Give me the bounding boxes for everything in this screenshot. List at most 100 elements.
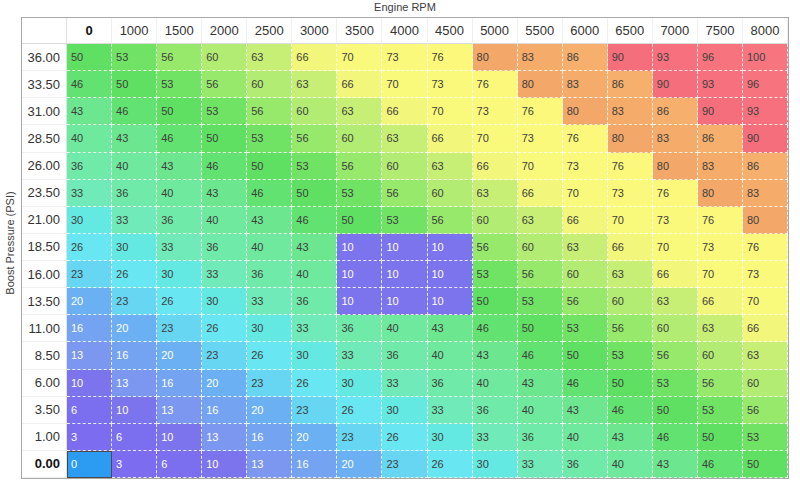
column-header-6000[interactable]: 6000 [563, 18, 608, 44]
cell-r14-c7[interactable]: 26 [382, 424, 427, 451]
cell-r6-c9[interactable]: 60 [473, 207, 518, 234]
cell-r8-c15[interactable]: 73 [743, 261, 788, 288]
cell-r3-c9[interactable]: 70 [473, 125, 518, 152]
cell-r7-c0[interactable]: 26 [67, 234, 112, 261]
cell-r5-c3[interactable]: 43 [202, 180, 247, 207]
column-header-2500[interactable]: 2500 [247, 18, 292, 44]
cell-r14-c4[interactable]: 16 [247, 424, 292, 451]
cell-r9-c10[interactable]: 53 [518, 288, 563, 315]
column-header-8000[interactable]: 8000 [743, 18, 788, 44]
cell-r5-c6[interactable]: 53 [337, 180, 382, 207]
cell-r12-c5[interactable]: 26 [292, 370, 337, 397]
cell-r11-c7[interactable]: 36 [382, 342, 427, 369]
cell-r10-c8[interactable]: 43 [428, 315, 473, 342]
cell-r10-c5[interactable]: 33 [292, 315, 337, 342]
column-header-1500[interactable]: 1500 [157, 18, 202, 44]
cell-r10-c6[interactable]: 36 [337, 315, 382, 342]
cell-r3-c13[interactable]: 83 [653, 125, 698, 152]
cell-r12-c15[interactable]: 60 [743, 370, 788, 397]
cell-r7-c1[interactable]: 30 [112, 234, 157, 261]
cell-r8-c0[interactable]: 23 [67, 261, 112, 288]
cell-r9-c2[interactable]: 26 [157, 288, 202, 315]
cell-r5-c2[interactable]: 40 [157, 180, 202, 207]
cell-r11-c5[interactable]: 30 [292, 342, 337, 369]
column-header-4500[interactable]: 4500 [428, 18, 473, 44]
cell-r13-c11[interactable]: 43 [563, 397, 608, 424]
cell-r14-c10[interactable]: 36 [518, 424, 563, 451]
cell-r12-c13[interactable]: 53 [653, 370, 698, 397]
cell-r3-c12[interactable]: 80 [608, 125, 653, 152]
cell-r9-c1[interactable]: 23 [112, 288, 157, 315]
cell-r1-c15[interactable]: 96 [743, 71, 788, 98]
cell-r5-c9[interactable]: 63 [473, 180, 518, 207]
cell-r9-c9[interactable]: 50 [473, 288, 518, 315]
cell-r2-c11[interactable]: 80 [563, 98, 608, 125]
cell-r12-c9[interactable]: 40 [473, 370, 518, 397]
cell-r8-c9[interactable]: 53 [473, 261, 518, 288]
cell-r15-c12[interactable]: 40 [608, 451, 653, 478]
cell-r0-c2[interactable]: 56 [157, 44, 202, 71]
cell-r0-c7[interactable]: 73 [382, 44, 427, 71]
cell-r2-c5[interactable]: 60 [292, 98, 337, 125]
cell-r13-c5[interactable]: 23 [292, 397, 337, 424]
cell-r14-c15[interactable]: 53 [743, 424, 788, 451]
cell-r2-c12[interactable]: 83 [608, 98, 653, 125]
cell-r15-c0[interactable]: 0 [67, 451, 112, 478]
cell-r3-c14[interactable]: 86 [698, 125, 743, 152]
cell-r12-c11[interactable]: 46 [563, 370, 608, 397]
cell-r9-c4[interactable]: 33 [247, 288, 292, 315]
cell-r10-c13[interactable]: 60 [653, 315, 698, 342]
cell-r0-c3[interactable]: 60 [202, 44, 247, 71]
cell-r15-c2[interactable]: 6 [157, 451, 202, 478]
cell-r2-c0[interactable]: 43 [67, 98, 112, 125]
cell-r6-c8[interactable]: 56 [428, 207, 473, 234]
cell-r3-c15[interactable]: 90 [743, 125, 788, 152]
cell-r5-c11[interactable]: 70 [563, 180, 608, 207]
cell-r3-c4[interactable]: 53 [247, 125, 292, 152]
cell-r13-c15[interactable]: 56 [743, 397, 788, 424]
cell-r7-c14[interactable]: 73 [698, 234, 743, 261]
row-header-36.00[interactable]: 36.00 [22, 44, 67, 71]
cell-r7-c4[interactable]: 40 [247, 234, 292, 261]
cell-r5-c7[interactable]: 56 [382, 180, 427, 207]
cell-r6-c5[interactable]: 46 [292, 207, 337, 234]
cell-r6-c10[interactable]: 63 [518, 207, 563, 234]
cell-r11-c4[interactable]: 26 [247, 342, 292, 369]
cell-r6-c13[interactable]: 73 [653, 207, 698, 234]
cell-r12-c1[interactable]: 13 [112, 370, 157, 397]
cell-r8-c14[interactable]: 70 [698, 261, 743, 288]
cell-r14-c8[interactable]: 30 [428, 424, 473, 451]
cell-r5-c4[interactable]: 46 [247, 180, 292, 207]
cell-r8-c3[interactable]: 33 [202, 261, 247, 288]
column-header-5000[interactable]: 5000 [473, 18, 518, 44]
cell-r2-c2[interactable]: 50 [157, 98, 202, 125]
cell-r13-c14[interactable]: 53 [698, 397, 743, 424]
row-header-0.00[interactable]: 0.00 [22, 451, 67, 478]
row-header-18.50[interactable]: 18.50 [22, 234, 67, 261]
cell-r4-c12[interactable]: 76 [608, 153, 653, 180]
cell-r5-c12[interactable]: 73 [608, 180, 653, 207]
cell-r9-c3[interactable]: 30 [202, 288, 247, 315]
cell-r8-c13[interactable]: 66 [653, 261, 698, 288]
cell-r5-c8[interactable]: 60 [428, 180, 473, 207]
cell-r11-c3[interactable]: 23 [202, 342, 247, 369]
cell-r15-c13[interactable]: 43 [653, 451, 698, 478]
cell-r2-c10[interactable]: 76 [518, 98, 563, 125]
cell-r13-c3[interactable]: 16 [202, 397, 247, 424]
cell-r10-c9[interactable]: 46 [473, 315, 518, 342]
cell-r13-c4[interactable]: 20 [247, 397, 292, 424]
cell-r11-c8[interactable]: 40 [428, 342, 473, 369]
cell-r13-c1[interactable]: 10 [112, 397, 157, 424]
column-header-3500[interactable]: 3500 [337, 18, 382, 44]
cell-r7-c2[interactable]: 33 [157, 234, 202, 261]
cell-r8-c12[interactable]: 63 [608, 261, 653, 288]
cell-r11-c9[interactable]: 43 [473, 342, 518, 369]
cell-r0-c13[interactable]: 93 [653, 44, 698, 71]
cell-r6-c14[interactable]: 76 [698, 207, 743, 234]
cell-r1-c13[interactable]: 90 [653, 71, 698, 98]
row-header-11.00[interactable]: 11.00 [22, 315, 67, 342]
cell-r8-c6[interactable]: 10 [337, 261, 382, 288]
cell-r2-c14[interactable]: 90 [698, 98, 743, 125]
cell-r8-c10[interactable]: 56 [518, 261, 563, 288]
cell-r0-c0[interactable]: 50 [67, 44, 112, 71]
